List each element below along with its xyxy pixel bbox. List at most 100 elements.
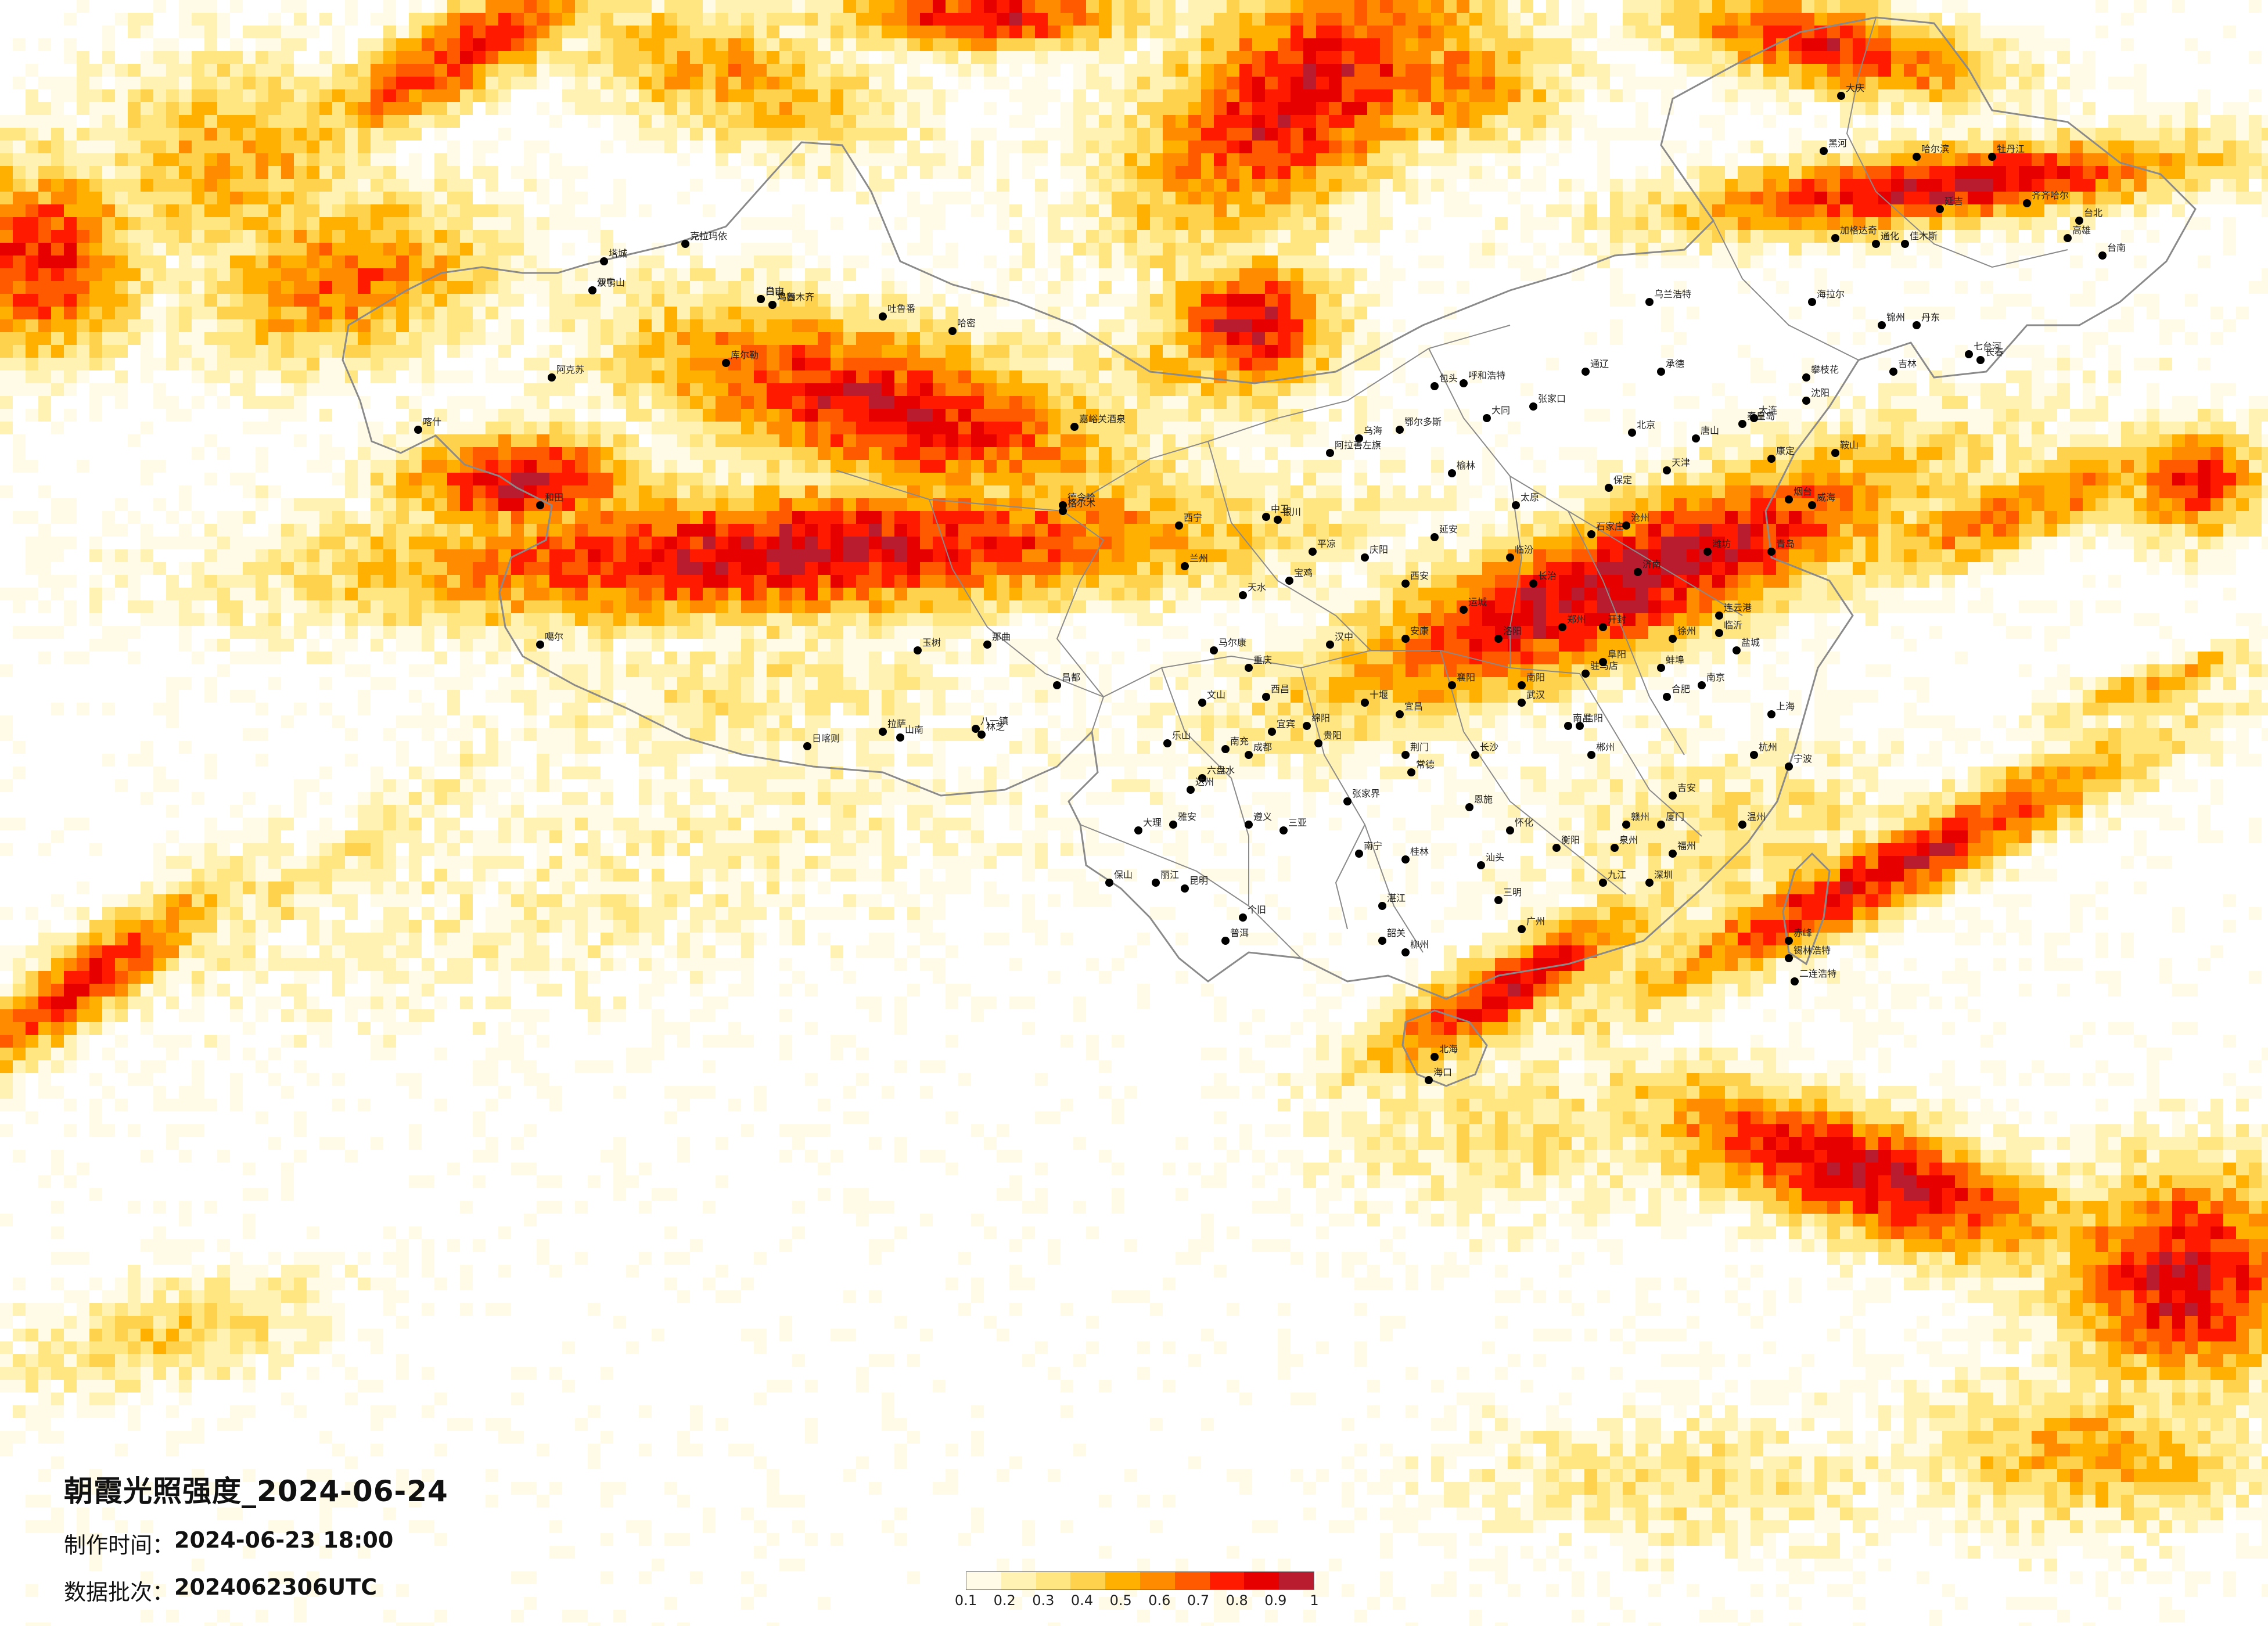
intensity-cell	[166, 102, 179, 115]
intensity-cell	[1239, 256, 1252, 268]
intensity-cell	[511, 64, 524, 77]
intensity-cell	[754, 434, 767, 447]
intensity-cell	[1444, 77, 1457, 89]
intensity-cell	[2198, 358, 2211, 370]
intensity-cell	[779, 89, 792, 102]
intensity-cell	[767, 115, 779, 128]
intensity-cell	[1163, 243, 1176, 256]
intensity-cell	[0, 396, 13, 409]
intensity-cell	[779, 77, 792, 89]
intensity-cell	[1124, 153, 1137, 166]
intensity-cell	[690, 0, 703, 13]
intensity-cell	[792, 0, 805, 13]
intensity-cell	[703, 358, 716, 370]
intensity-cell	[1431, 281, 1444, 294]
intensity-cell	[1572, 13, 1584, 26]
intensity-cell	[792, 434, 805, 447]
intensity-cell	[613, 345, 626, 358]
intensity-cell	[1278, 166, 1291, 179]
intensity-cell	[1252, 128, 1265, 141]
intensity-cell	[652, 396, 664, 409]
intensity-cell	[230, 243, 243, 256]
intensity-cell	[933, 204, 946, 217]
intensity-cell	[601, 230, 613, 243]
intensity-cell	[486, 485, 498, 498]
intensity-cell	[1291, 383, 1303, 396]
intensity-cell	[1444, 89, 1457, 102]
intensity-cell	[1252, 141, 1265, 153]
intensity-cell	[1009, 319, 1022, 332]
intensity-cell	[754, 128, 767, 141]
intensity-cell	[1929, 51, 1942, 64]
intensity-cell	[2006, 204, 2019, 217]
intensity-cell	[38, 307, 51, 319]
intensity-cell	[1917, 434, 1929, 447]
intensity-cell	[1035, 89, 1048, 102]
intensity-cell	[971, 358, 984, 370]
intensity-cell	[371, 38, 383, 51]
intensity-cell	[1176, 77, 1188, 89]
intensity-cell	[115, 370, 128, 383]
intensity-cell	[1687, 307, 1699, 319]
intensity-cell	[2249, 115, 2262, 128]
intensity-cell	[728, 409, 741, 422]
intensity-cell	[1022, 281, 1035, 294]
intensity-cell	[1942, 51, 1955, 64]
intensity-cell	[1150, 26, 1163, 38]
intensity-cell	[166, 230, 179, 243]
intensity-cell	[1163, 51, 1176, 64]
intensity-cell	[1904, 396, 1917, 409]
intensity-cell	[422, 256, 434, 268]
intensity-cell	[1239, 38, 1252, 51]
intensity-cell	[2032, 26, 2044, 38]
intensity-cell	[1866, 422, 1878, 434]
intensity-cell	[1367, 13, 1380, 26]
intensity-cell	[1533, 38, 1546, 51]
intensity-cell	[792, 383, 805, 396]
intensity-cell	[754, 460, 767, 473]
intensity-cell	[115, 396, 128, 409]
intensity-cell	[319, 332, 332, 345]
intensity-cell	[562, 217, 575, 230]
intensity-cell	[294, 396, 307, 409]
intensity-cell	[1712, 77, 1725, 89]
intensity-cell	[64, 230, 77, 243]
intensity-cell	[1533, 460, 1546, 473]
intensity-cell	[805, 460, 818, 473]
intensity-cell	[1508, 422, 1521, 434]
intensity-cell	[677, 115, 690, 128]
intensity-cell	[1265, 51, 1278, 64]
intensity-cell	[128, 13, 141, 26]
intensity-cell	[1993, 396, 2006, 409]
intensity-cell	[1981, 89, 1993, 102]
intensity-cell	[460, 422, 473, 434]
intensity-cell	[601, 447, 613, 460]
intensity-cell	[230, 383, 243, 396]
intensity-cell	[64, 345, 77, 358]
intensity-cell	[396, 166, 409, 179]
intensity-cell	[741, 141, 754, 153]
intensity-cell	[2019, 89, 2032, 102]
intensity-cell	[1086, 332, 1099, 345]
intensity-cell	[2121, 434, 2134, 447]
intensity-cell	[1955, 473, 1968, 485]
intensity-cell	[294, 345, 307, 358]
intensity-cell	[537, 51, 549, 64]
intensity-cell	[409, 460, 422, 473]
intensity-cell	[1482, 460, 1495, 473]
intensity-cell	[843, 485, 856, 498]
intensity-cell	[128, 115, 141, 128]
intensity-cell	[2121, 153, 2134, 166]
intensity-cell	[1073, 0, 1086, 13]
intensity-cell	[1124, 447, 1137, 460]
intensity-cell	[2249, 473, 2262, 485]
intensity-cell	[2032, 51, 2044, 64]
intensity-cell	[703, 102, 716, 115]
intensity-cell	[716, 51, 728, 64]
intensity-cell	[2057, 128, 2070, 141]
intensity-cell	[2159, 319, 2172, 332]
intensity-cell	[0, 243, 13, 256]
intensity-cell	[166, 243, 179, 256]
intensity-cell	[1853, 13, 1866, 26]
